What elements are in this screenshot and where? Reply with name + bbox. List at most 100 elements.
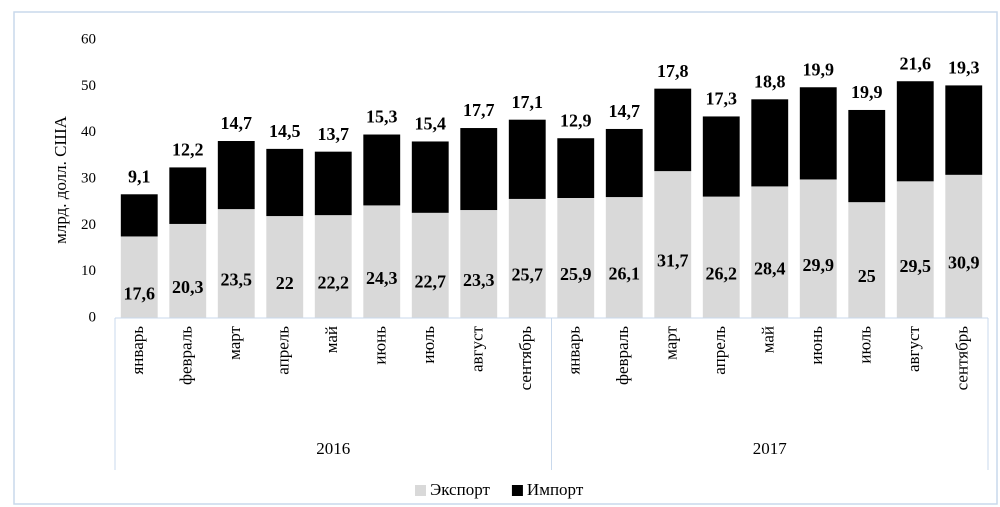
y-tick-label: 50 bbox=[81, 78, 96, 94]
data-label: 14,7 bbox=[609, 101, 641, 121]
bar-segment bbox=[557, 197, 595, 318]
data-label: 17,6 bbox=[124, 283, 156, 303]
data-label: 31,7 bbox=[657, 251, 689, 271]
bar-segment bbox=[848, 109, 886, 203]
bar-segment bbox=[654, 171, 692, 318]
x-tick-label: июль bbox=[856, 326, 875, 364]
x-tick-label: апрель bbox=[710, 326, 729, 375]
data-label: 15,4 bbox=[415, 114, 447, 134]
bar-segment bbox=[169, 167, 207, 224]
bar-segment bbox=[751, 186, 789, 318]
data-label: 23,3 bbox=[463, 270, 495, 290]
data-label: 19,9 bbox=[803, 59, 835, 79]
bar-segment bbox=[169, 223, 207, 318]
y-tick-label: 40 bbox=[81, 124, 96, 140]
data-label: 12,9 bbox=[560, 110, 592, 130]
data-label: 21,6 bbox=[900, 53, 932, 73]
data-label: 24,3 bbox=[366, 268, 398, 288]
bar-segment bbox=[945, 85, 983, 175]
data-label: 30,9 bbox=[948, 253, 980, 273]
y-tick-label: 20 bbox=[81, 217, 96, 233]
x-tick-label: август bbox=[904, 325, 923, 372]
data-label: 19,3 bbox=[948, 58, 980, 78]
data-label: 25,7 bbox=[512, 265, 544, 285]
bar-segment bbox=[314, 151, 352, 216]
bar-segment bbox=[508, 198, 546, 318]
x-tick-label: январь bbox=[128, 326, 147, 375]
legend-label: Экспорт bbox=[430, 480, 490, 499]
bar-segment bbox=[799, 87, 837, 180]
y-tick-label: 30 bbox=[81, 170, 96, 186]
x-tick-label: январь bbox=[565, 326, 584, 375]
x-tick-label: февраль bbox=[177, 326, 196, 385]
data-label: 17,1 bbox=[512, 92, 544, 112]
bar-segment bbox=[363, 134, 401, 206]
group-label: 2016 bbox=[316, 439, 350, 458]
bar-segment bbox=[266, 216, 304, 318]
data-label: 22,2 bbox=[318, 273, 350, 293]
x-tick-label: июнь bbox=[807, 326, 826, 365]
data-label: 19,9 bbox=[851, 82, 883, 102]
data-label: 20,3 bbox=[172, 277, 204, 297]
data-label: 17,8 bbox=[657, 61, 689, 81]
x-tick-label: февраль bbox=[613, 326, 632, 385]
y-tick-label: 60 bbox=[81, 31, 96, 47]
bar-segment bbox=[266, 148, 304, 217]
bar-segment bbox=[314, 215, 352, 318]
bar-segment bbox=[508, 119, 546, 199]
bar-segment bbox=[460, 210, 498, 318]
data-label: 25 bbox=[858, 266, 876, 286]
y-tick-label: 0 bbox=[89, 309, 97, 325]
data-label: 9,1 bbox=[128, 166, 151, 186]
bar-segment bbox=[363, 205, 401, 318]
bar-segment bbox=[460, 128, 498, 211]
bar-segment bbox=[945, 174, 983, 318]
data-label: 18,8 bbox=[754, 71, 786, 91]
data-label: 13,7 bbox=[318, 124, 350, 144]
x-tick-label: май bbox=[759, 326, 778, 353]
bar-segment bbox=[702, 196, 740, 318]
data-label: 29,9 bbox=[803, 255, 835, 275]
data-label: 25,9 bbox=[560, 264, 592, 284]
data-label: 22,7 bbox=[415, 272, 447, 292]
data-label: 26,2 bbox=[706, 263, 738, 283]
group-label: 2017 bbox=[753, 439, 788, 458]
legend-swatch bbox=[415, 485, 426, 496]
data-label: 26,1 bbox=[609, 264, 641, 284]
bar-segment bbox=[848, 202, 886, 318]
data-label: 29,5 bbox=[900, 256, 932, 276]
bar-segment bbox=[751, 99, 789, 187]
bar-segment bbox=[411, 212, 449, 318]
data-label: 14,7 bbox=[221, 113, 253, 133]
x-tick-label: март bbox=[225, 325, 244, 359]
bar-segment bbox=[799, 179, 837, 318]
data-label: 17,7 bbox=[463, 100, 495, 120]
bar-segment bbox=[217, 209, 255, 318]
data-label: 14,5 bbox=[269, 121, 301, 141]
x-tick-label: сентябрь bbox=[953, 326, 972, 391]
bar-segment bbox=[605, 128, 643, 198]
legend-label: Импорт bbox=[527, 480, 584, 499]
y-tick-label: 10 bbox=[81, 263, 96, 279]
data-label: 23,5 bbox=[221, 270, 253, 290]
data-label: 12,2 bbox=[172, 140, 204, 160]
x-tick-label: сентябрь bbox=[516, 326, 535, 391]
data-label: 15,3 bbox=[366, 107, 398, 127]
bar-segment bbox=[605, 197, 643, 318]
data-label: 17,3 bbox=[706, 89, 738, 109]
x-tick-label: май bbox=[322, 326, 341, 353]
data-label: 28,4 bbox=[754, 258, 786, 278]
y-axis-label: млрд. долл. США bbox=[51, 115, 70, 244]
bar-segment bbox=[120, 236, 158, 318]
bar-segment bbox=[411, 141, 449, 213]
x-tick-label: апрель bbox=[274, 326, 293, 375]
data-label: 22 bbox=[276, 273, 294, 293]
bar-segment bbox=[702, 116, 740, 197]
x-tick-label: август bbox=[468, 325, 487, 372]
x-tick-label: июль bbox=[419, 326, 438, 364]
x-tick-label: март bbox=[662, 325, 681, 359]
bar-segment bbox=[896, 181, 934, 318]
bar-segment bbox=[120, 194, 158, 237]
legend-swatch bbox=[511, 485, 523, 496]
